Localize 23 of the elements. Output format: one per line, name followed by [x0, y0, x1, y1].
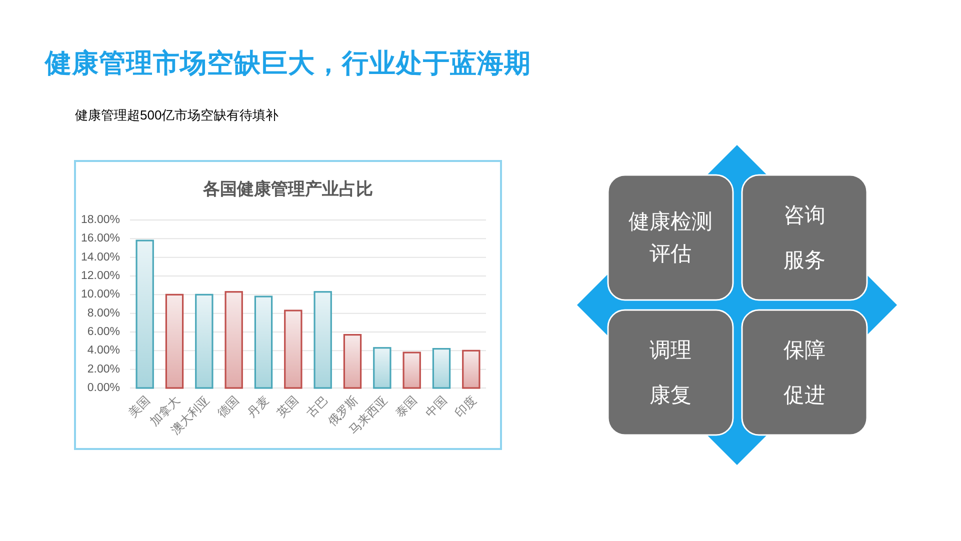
y-tick-label: 18.00% [80, 214, 120, 226]
y-tick-label: 16.00% [80, 232, 120, 245]
chart-title: 各国健康管理产业占比 [202, 180, 373, 198]
annotation: 健康管理市场空缺巨大，行业处于蓝海期 [45, 48, 531, 78]
text: 健康检测评估 [628, 210, 712, 265]
y-tick-label: 8.00% [87, 307, 120, 320]
x-tick-label: 泰国 [392, 393, 420, 420]
text: 咨询服务 [784, 204, 826, 272]
x-tick-label: 德国 [214, 393, 242, 420]
y-tick-label: 14.00% [80, 251, 120, 264]
x-tick-label: 中国 [422, 393, 450, 420]
y-tick-label: 0.00% [87, 382, 120, 394]
y-tick-label: 6.00% [87, 326, 120, 338]
x-tick-label: 丹麦 [244, 393, 272, 420]
x-tick-label: 英国 [274, 393, 302, 420]
y-tick-label: 4.00% [87, 344, 120, 357]
y-tick-label: 2.00% [87, 363, 120, 376]
text: 保障促进 [784, 338, 826, 406]
annotation: 健康管理超500亿市场空缺有待填补 [75, 108, 279, 122]
y-tick-label: 10.00% [80, 288, 120, 301]
x-tick-label: 印度 [452, 393, 480, 420]
y-tick-label: 12.00% [80, 270, 120, 282]
text: 调理康复 [650, 338, 692, 406]
